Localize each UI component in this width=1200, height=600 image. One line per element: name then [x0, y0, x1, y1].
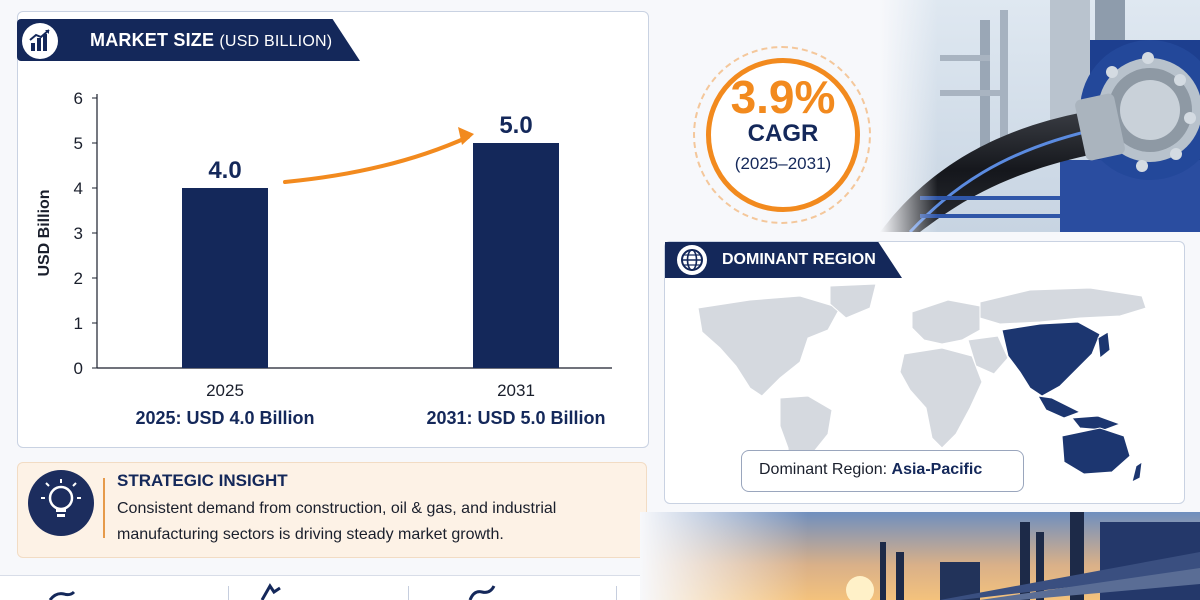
- strip-separator: [408, 586, 409, 600]
- bottom-feature-strip: [0, 575, 640, 600]
- insight-separator: [103, 478, 105, 538]
- bar-caption: 2025: USD 4.0 Billion: [135, 408, 314, 428]
- bar-value-label: 4.0: [208, 157, 241, 184]
- bar-2031: [473, 143, 559, 368]
- strip-separator: [228, 586, 229, 600]
- map-north-america: [697, 295, 841, 397]
- dominant-region-value: Asia-Pacific: [891, 461, 983, 478]
- y-tick-label: 4: [74, 179, 83, 198]
- strategic-insight-panel: [17, 462, 647, 558]
- map-europe: [911, 299, 981, 345]
- market-size-title-text: MARKET SIZE: [90, 30, 215, 50]
- market-size-chart: 0 1 2 3 4 5 6 USD Billion 4.0 2025 2025: USD 4.0 B…: [36, 89, 612, 428]
- bar-value-label: 5.0: [499, 112, 532, 139]
- x-tick-label: 2031: [497, 381, 535, 400]
- y-tick-label: 1: [74, 314, 83, 333]
- insight-text: Consistent demand from construction, oil…: [117, 500, 557, 543]
- cagr-badge-outer-ring: [693, 46, 871, 224]
- map-africa: [899, 347, 983, 449]
- bar-caption: 2031: USD 5.0 Billion: [426, 408, 605, 428]
- insight-title: STRATEGIC INSIGHT: [117, 471, 288, 490]
- market-size-header: [17, 19, 360, 61]
- y-axis-label: USD Billion: [36, 189, 53, 276]
- strip-separator: [616, 586, 617, 600]
- growth-arrow: [283, 135, 470, 184]
- map-australia: [1061, 427, 1131, 475]
- world-map: [697, 283, 1147, 483]
- map-asia-pacific: [1001, 321, 1101, 397]
- map-russia: [979, 287, 1147, 325]
- map-middle-east: [967, 335, 1009, 375]
- cagr-value: 3.9%: [730, 71, 836, 123]
- growth-arrow-head: [458, 127, 474, 145]
- map-indonesia: [1071, 415, 1122, 431]
- dominant-region-caption-prefix: Dominant Region:: [759, 461, 892, 478]
- map-new-zealand: [1131, 460, 1143, 483]
- y-tick-label: 0: [74, 359, 83, 378]
- x-tick-label: 2025: [206, 381, 244, 400]
- dominant-region-title: DOMINANT REGION: [722, 251, 876, 268]
- cagr-period: (2025–2031): [734, 154, 832, 173]
- map-southeast-asia: [1037, 395, 1082, 419]
- y-tick-label: 5: [74, 134, 83, 153]
- market-size-title-unit: (USD BILLION): [219, 33, 333, 50]
- map-greenland: [829, 283, 877, 319]
- industrial-hose-photo: [880, 0, 1200, 232]
- map-japan: [1097, 331, 1111, 359]
- globe-icon: [677, 245, 707, 275]
- y-tick-label: 2: [74, 269, 83, 288]
- cagr-badge: [706, 58, 860, 212]
- dominant-region-caption: Dominant Region: Asia-Pacific: [759, 461, 982, 479]
- bar-2025: [182, 188, 268, 368]
- market-size-title: MARKET SIZE (USD BILLION): [90, 30, 332, 51]
- y-tick-label: 3: [74, 224, 83, 243]
- y-tick-label: 6: [74, 89, 83, 108]
- cagr-label: CAGR: [747, 120, 819, 147]
- dominant-region-caption-box: [741, 450, 1024, 492]
- lightbulb-icon: [28, 470, 94, 536]
- refinery-sunset-photo: [640, 512, 1200, 600]
- bar-chart-icon: [22, 23, 58, 59]
